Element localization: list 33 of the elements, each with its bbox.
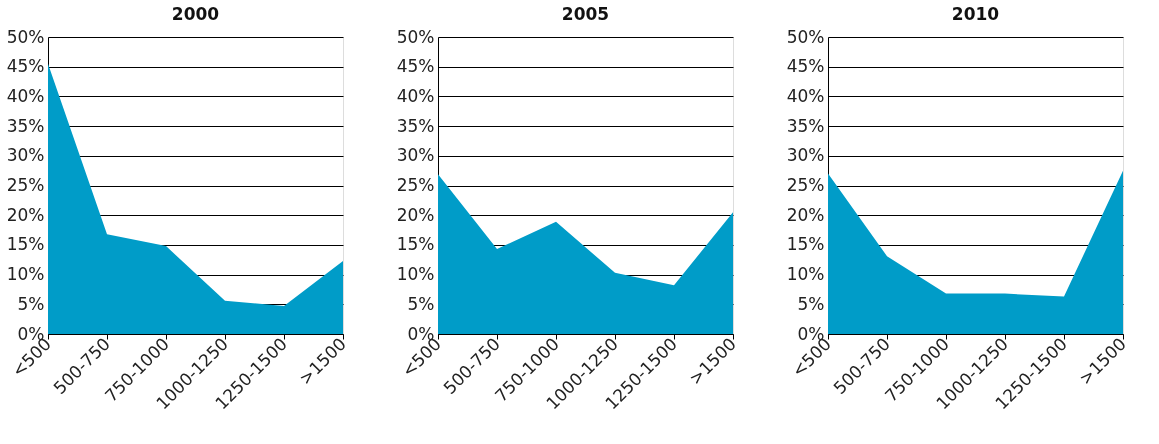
y-tick-label: 35% xyxy=(396,115,435,136)
y-tick-label: 10% xyxy=(6,264,45,285)
y-tick-label: 10% xyxy=(396,264,435,285)
chart-title: 2000 xyxy=(171,4,220,24)
y-tick-label: 20% xyxy=(6,204,45,225)
y-tick-label: 20% xyxy=(786,204,825,225)
y-tick-label: 25% xyxy=(786,175,825,195)
chart-title: 2010 xyxy=(951,4,1000,24)
y-tick-label: 25% xyxy=(396,175,435,195)
y-tick-label: 15% xyxy=(6,234,45,255)
y-tick-label: 45% xyxy=(786,56,825,77)
y-tick-label: 20% xyxy=(396,204,435,225)
y-tick-label: 50% xyxy=(786,26,825,47)
y-tick-label: 15% xyxy=(396,234,435,255)
y-tick-label: 10% xyxy=(786,264,825,285)
y-tick-label: 15% xyxy=(786,234,825,255)
y-tick-label: 45% xyxy=(396,56,435,77)
y-tick-label: 50% xyxy=(6,26,45,47)
y-tick-label: 35% xyxy=(786,115,825,136)
y-tick-label: 40% xyxy=(396,85,435,106)
y-tick-label: 25% xyxy=(6,175,45,195)
y-tick-label: 5% xyxy=(17,293,45,314)
y-tick-label: 45% xyxy=(6,56,45,77)
y-tick-label: 5% xyxy=(797,293,825,314)
y-tick-label: 50% xyxy=(396,26,435,47)
y-tick-label: 35% xyxy=(6,115,45,136)
y-tick-label: 30% xyxy=(786,145,825,166)
y-tick-label: 30% xyxy=(396,145,435,166)
chart-title: 2005 xyxy=(561,4,610,24)
y-tick-label: 40% xyxy=(6,85,45,106)
y-tick-label: 40% xyxy=(786,85,825,106)
y-tick-label: 30% xyxy=(6,145,45,166)
y-tick-label: 5% xyxy=(407,293,435,314)
